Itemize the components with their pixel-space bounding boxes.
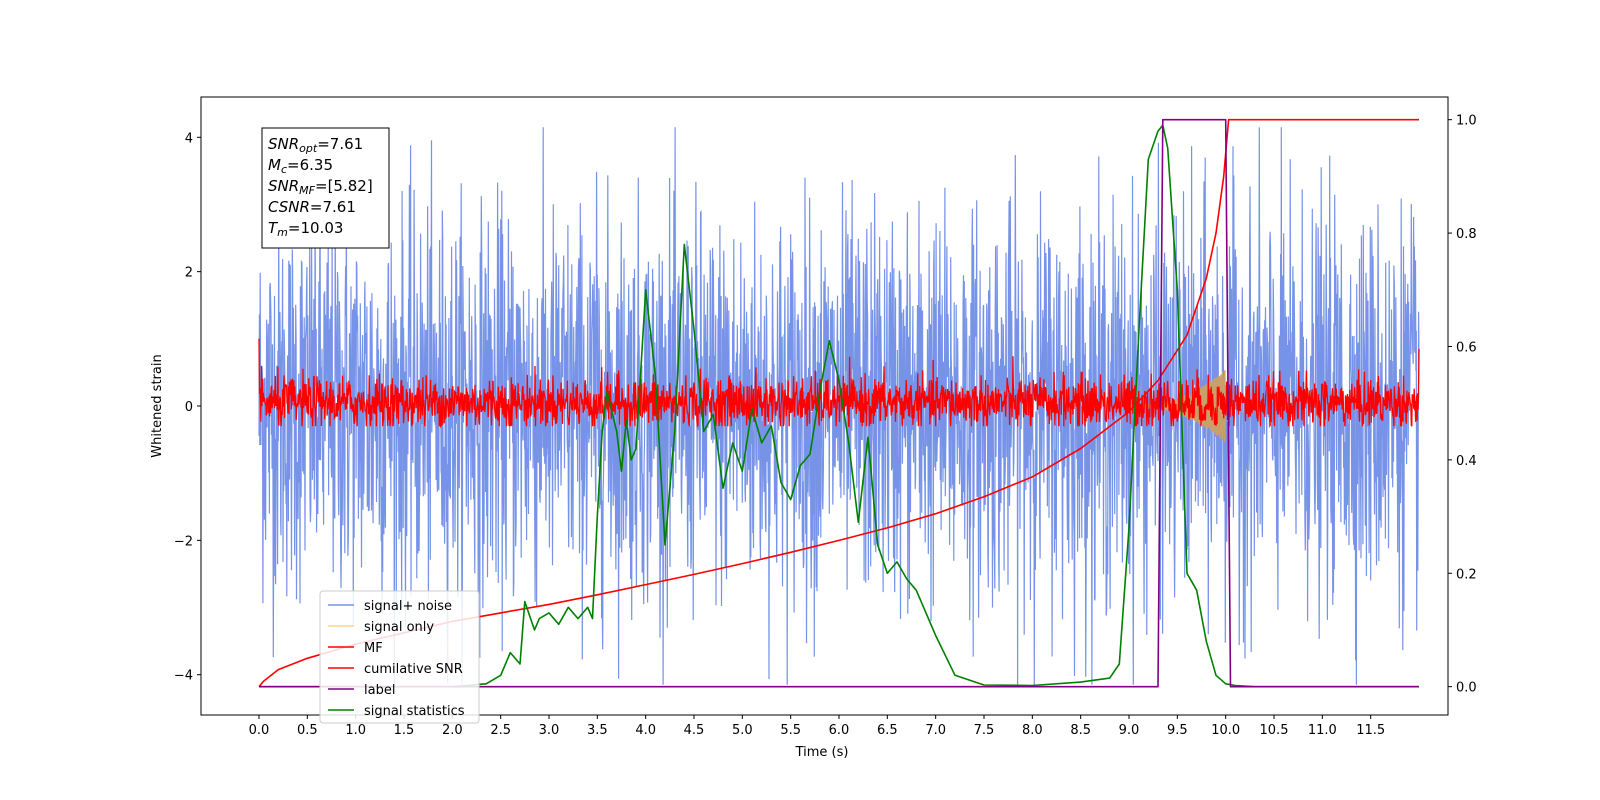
y2-tick-label: 0.4 bbox=[1456, 454, 1477, 469]
x-tick-label: 11.0 bbox=[1308, 723, 1337, 738]
annotation-line: Mc=6.35 bbox=[268, 156, 333, 176]
x-tick-label: 6.5 bbox=[877, 723, 898, 738]
x-tick-label: 4.5 bbox=[684, 723, 705, 738]
x-tick-label: 1.0 bbox=[345, 723, 366, 738]
y2-tick-label: 0.0 bbox=[1456, 681, 1477, 696]
x-tick-label: 10.5 bbox=[1260, 723, 1289, 738]
x-tick-label: 0.5 bbox=[297, 723, 318, 738]
x-tick-label: 9.0 bbox=[1119, 723, 1140, 738]
y-tick-label: 4 bbox=[185, 131, 193, 146]
x-tick-label: 2.0 bbox=[442, 723, 463, 738]
x-tick-label: 8.5 bbox=[1070, 723, 1091, 738]
annotation-line: CSNR=7.61 bbox=[268, 198, 356, 216]
x-tick-label: 6.0 bbox=[829, 723, 850, 738]
x-tick-label: 2.5 bbox=[490, 723, 511, 738]
x-tick-label: 11.5 bbox=[1356, 723, 1385, 738]
legend-entry-label: signal only bbox=[364, 620, 434, 635]
annotation-line: Tm=10.03 bbox=[268, 219, 343, 239]
x-tick-label: 8.0 bbox=[1022, 723, 1043, 738]
x-tick-label: 9.5 bbox=[1167, 723, 1188, 738]
x-tick-label: 5.5 bbox=[780, 723, 801, 738]
series-signal-only-line bbox=[1129, 370, 1227, 443]
legend-frame bbox=[319, 590, 480, 724]
x-tick-label: 7.5 bbox=[974, 723, 995, 738]
annotation-line: SNRopt=7.61 bbox=[268, 135, 363, 155]
x-axis: 0.0 0.5 1.0 1.5 2.0 2.5 3.0 3.5 4.0 4.5 5.0 5.5 6.0 6… bbox=[249, 715, 1385, 738]
x-tick-label: 10.0 bbox=[1211, 723, 1240, 738]
legend: signal+ noise signal only MF cumilative SNR… bbox=[319, 590, 480, 724]
y2-tick-label: 0.2 bbox=[1456, 567, 1477, 582]
x-tick-label: 4.0 bbox=[635, 723, 656, 738]
annotation-line: SNRMF=[5.82] bbox=[268, 177, 373, 197]
y-tick-label: −4 bbox=[174, 669, 193, 684]
y2-tick-label: 0.8 bbox=[1456, 227, 1477, 242]
x-tick-label: 5.0 bbox=[732, 723, 753, 738]
x-tick-label: 7.0 bbox=[925, 723, 946, 738]
legend-entry-label: label bbox=[364, 683, 395, 698]
series-label-line bbox=[259, 118, 1419, 688]
x-tick-label: 1.5 bbox=[394, 723, 415, 738]
annotation-box-frame bbox=[261, 127, 390, 249]
y-tick-label: 0 bbox=[185, 400, 193, 415]
x-tick-label: 3.0 bbox=[539, 723, 560, 738]
legend-entry-label: signal+ noise bbox=[364, 599, 452, 614]
y2-tick-label: 0.6 bbox=[1456, 340, 1477, 355]
y-tick-label: −2 bbox=[174, 534, 193, 549]
y-tick-label: 2 bbox=[185, 266, 193, 281]
series-mf-line bbox=[258, 338, 1420, 429]
y-axis-left: 4 2 0 −2 −4 bbox=[174, 131, 201, 684]
y2-tick-label: 1.0 bbox=[1456, 114, 1477, 129]
series-signal-statistics-line bbox=[259, 124, 1419, 688]
legend-entry-label: signal statistics bbox=[364, 704, 465, 719]
y-axis-right: 1.0 0.8 0.6 0.4 0.2 0.0 bbox=[1448, 114, 1477, 696]
legend-entry-label: cumilative SNR bbox=[364, 662, 463, 677]
legend-entry-label: MF bbox=[364, 641, 383, 656]
x-axis-label: Time (s) bbox=[795, 745, 849, 760]
x-tick-label: 3.5 bbox=[587, 723, 608, 738]
x-tick-label: 0.0 bbox=[249, 723, 270, 738]
y-axis-label: Whitened strain bbox=[150, 354, 165, 457]
